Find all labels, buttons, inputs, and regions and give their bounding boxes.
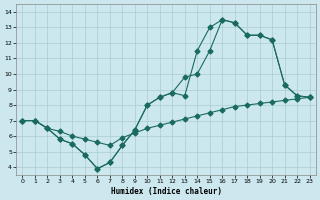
X-axis label: Humidex (Indice chaleur): Humidex (Indice chaleur) [110, 187, 221, 196]
